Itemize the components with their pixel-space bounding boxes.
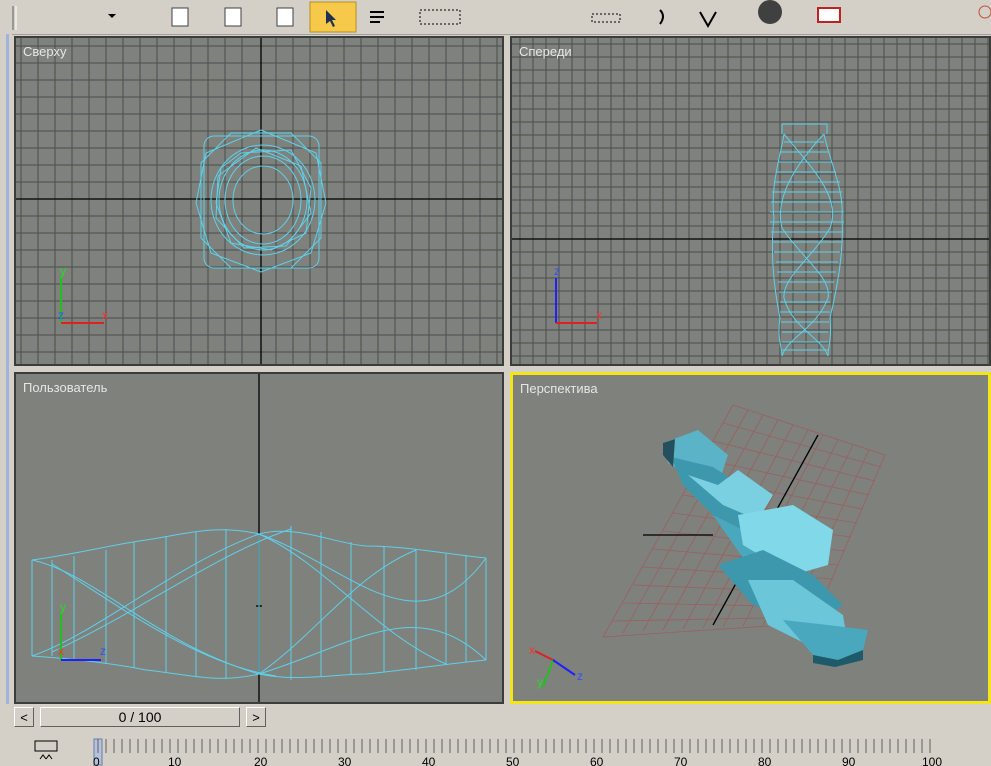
- toolbar-icons: [12, 0, 991, 33]
- tick-label: 40: [422, 755, 436, 766]
- mini-curve-editor-icon: [34, 740, 58, 752]
- viewport-label[interactable]: Сверху: [23, 44, 67, 59]
- tick-label: 70: [674, 755, 688, 766]
- axis-z-label: z: [100, 644, 106, 658]
- viewport-front-canvas[interactable]: [512, 38, 989, 364]
- axis-z-label: z: [577, 669, 583, 683]
- main-toolbar: [0, 0, 991, 35]
- tick-label: 80: [758, 755, 772, 766]
- select-by-name-icon: [224, 7, 242, 27]
- time-slider[interactable]: < 0 / 100 >: [14, 707, 269, 729]
- axis-x-label: x: [596, 308, 602, 322]
- render-teapot-icon: [978, 5, 991, 19]
- grid: [16, 38, 502, 364]
- axis-y-label: y: [537, 675, 543, 689]
- curve-editor-icon: [659, 9, 664, 25]
- axis-x-label: x: [102, 308, 108, 322]
- twisted-column-wireframe: [195, 129, 327, 273]
- tick-label: 0: [93, 755, 100, 766]
- time-slider-thumb[interactable]: 0 / 100: [40, 707, 240, 727]
- named-selection-icon: [419, 9, 461, 25]
- tick-label: 100: [922, 755, 942, 766]
- select-object-icon: [171, 7, 189, 27]
- axis-tripod: [60, 612, 101, 661]
- render-icon: [817, 7, 841, 23]
- viewport-perspective-canvas[interactable]: [513, 375, 988, 701]
- viewport-label[interactable]: Пользователь: [23, 380, 108, 395]
- twisted-column-wireframe: [31, 526, 487, 680]
- viewport-label[interactable]: Спереди: [519, 44, 572, 59]
- axis-z-label: z: [554, 264, 560, 278]
- layer-icon: [591, 13, 621, 23]
- track-bar-ruler[interactable]: 0 10 20 30 40 50 60 70 80 90 100: [0, 733, 991, 766]
- align-icon: [370, 11, 384, 23]
- schematic-icon: [699, 11, 717, 29]
- axis-y-label: y: [60, 264, 66, 278]
- tick-label: 20: [254, 755, 268, 766]
- tick-label: 30: [338, 755, 352, 766]
- axis-tripod: [555, 278, 597, 324]
- track-ticks: [97, 739, 931, 753]
- left-strip: [0, 34, 12, 704]
- home-grid-axes: [16, 38, 502, 364]
- viewport-label[interactable]: Перспектива: [520, 381, 598, 396]
- axis-tripod: [534, 650, 576, 688]
- viewport-top[interactable]: Сверху y x z: [14, 36, 504, 366]
- tick-label: 50: [506, 755, 520, 766]
- viewport-perspective[interactable]: Перспектива x z y: [510, 372, 991, 704]
- tick-label: 90: [842, 755, 856, 766]
- twisted-column-mesh[interactable]: [663, 430, 868, 667]
- axis-z-label: z: [58, 308, 64, 322]
- grid: [512, 38, 989, 364]
- axis-x-label: x: [529, 643, 535, 657]
- viewport-user-canvas[interactable]: [16, 374, 502, 702]
- track-bar[interactable]: 0 10 20 30 40 50 60 70 80 90 100: [0, 733, 991, 766]
- select-region-icon: [276, 7, 294, 27]
- viewport-front[interactable]: Спереди z x: [510, 36, 991, 366]
- axis-tripod: [60, 276, 104, 324]
- cursor-icon: [326, 10, 336, 27]
- twisted-column-wireframe: [770, 123, 844, 357]
- axis-y-label: y: [60, 600, 66, 614]
- time-slider-prev-button[interactable]: <: [14, 707, 34, 727]
- dropdown-arrow-icon: [108, 14, 116, 18]
- viewport-top-canvas[interactable]: [16, 38, 502, 364]
- tick-label: 10: [168, 755, 182, 766]
- material-editor-icon: [758, 0, 782, 24]
- viewport-user[interactable]: Пользователь y z x: [14, 372, 504, 704]
- axis-x-label: x: [58, 644, 64, 658]
- track-labels: 0 10 20 30 40 50 60 70 80 90 100: [93, 755, 942, 766]
- tick-label: 60: [590, 755, 604, 766]
- time-slider-next-button[interactable]: >: [246, 707, 266, 727]
